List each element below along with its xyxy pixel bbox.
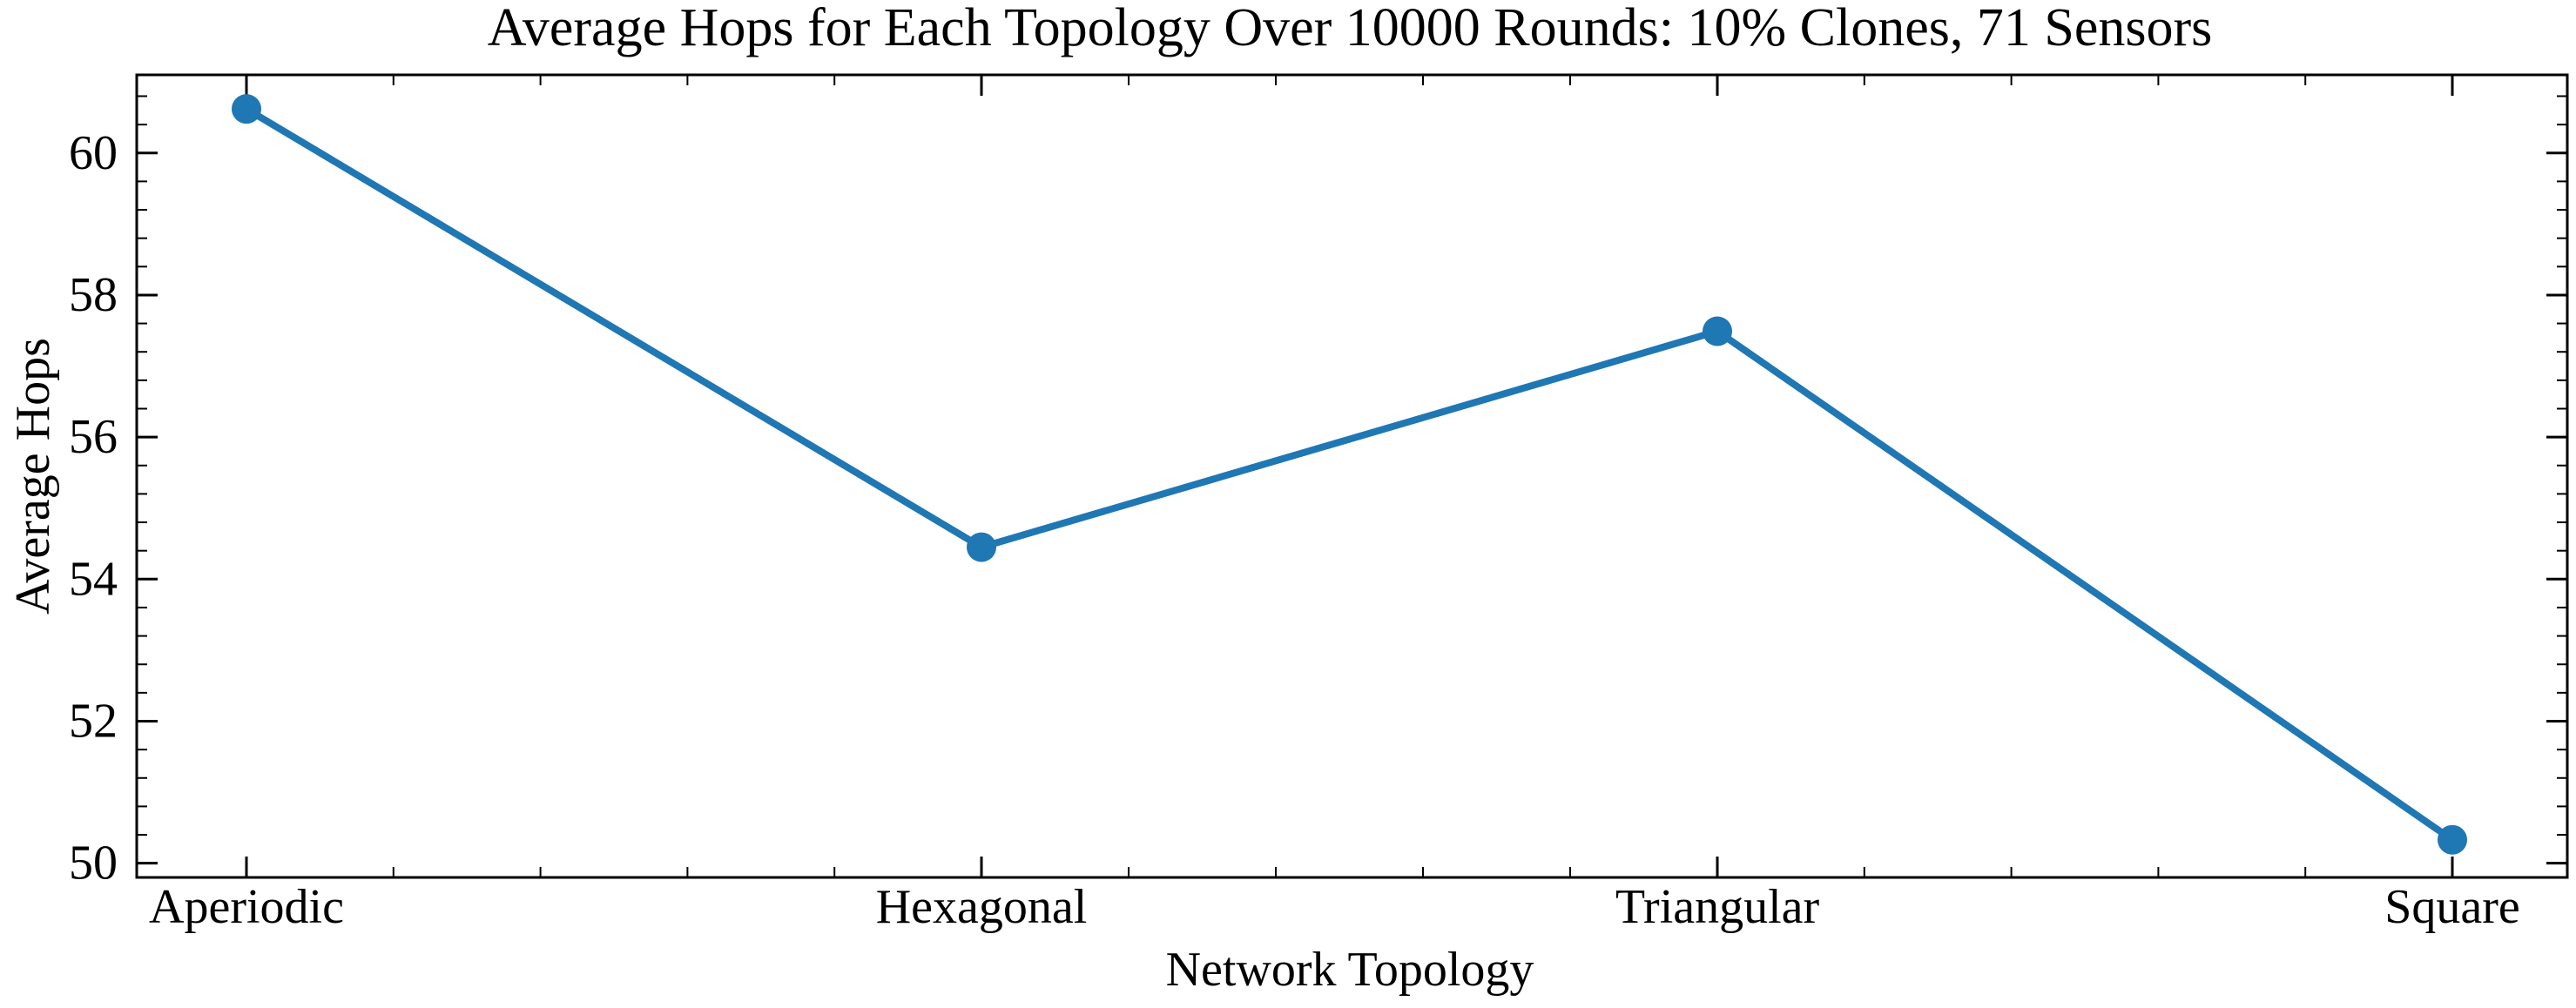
series-line <box>243 105 2456 843</box>
data-point-marker <box>2438 824 2467 855</box>
y-tick-label: 58 <box>69 268 118 322</box>
series-layer <box>232 94 2467 855</box>
y-tick-label: 60 <box>69 126 118 180</box>
data-point-marker <box>967 532 996 562</box>
y-tick-label: 50 <box>69 837 118 890</box>
plot-area-frame <box>135 73 2569 879</box>
y-tick-label: 54 <box>69 552 118 606</box>
chart-title: Average Hops for Each Topology Over 1000… <box>488 0 2213 57</box>
y-axis-ticks: 50 52 54 56 58 60 <box>69 95 2567 890</box>
y-tick-label: 52 <box>69 694 118 748</box>
y-tick-label: 56 <box>69 410 118 464</box>
data-point-marker <box>1703 316 1732 346</box>
x-tick-label: Aperiodic <box>149 880 344 934</box>
x-axis-ticks: Aperiodic Hexagonal Triangular Square <box>149 75 2520 934</box>
x-tick-label: Triangular <box>1615 880 1820 934</box>
y-axis-label: Average Hops <box>6 338 60 615</box>
x-tick-label: Square <box>2384 880 2520 934</box>
data-point-marker <box>232 94 261 124</box>
x-axis-label: Network Topology <box>1166 943 1534 997</box>
x-tick-label: Hexagonal <box>876 880 1088 934</box>
